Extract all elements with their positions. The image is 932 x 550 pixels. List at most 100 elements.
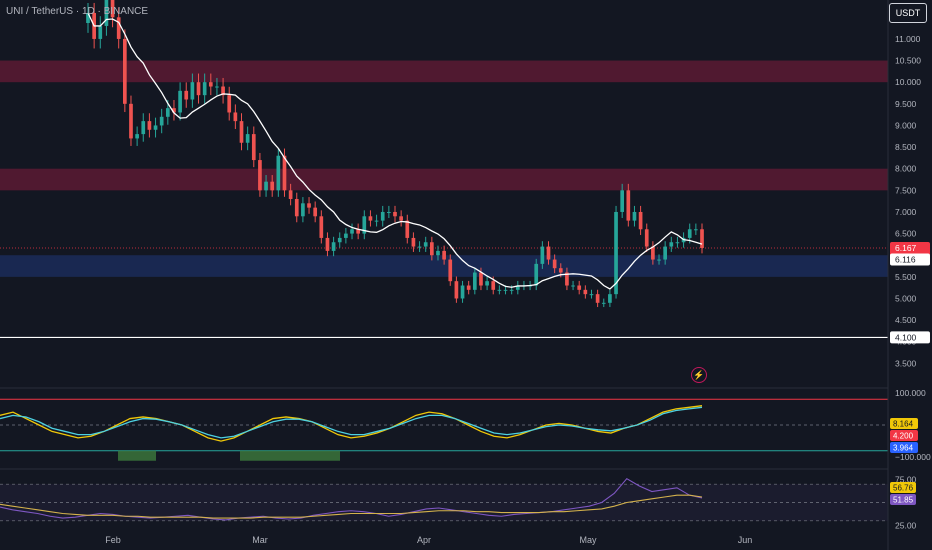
rsi-line-1 (0, 494, 703, 519)
oversold-highlight (118, 450, 156, 461)
lightning-icon[interactable]: ⚡ (691, 367, 707, 383)
candle (405, 220, 410, 238)
y-tick-label: 8.500 (895, 142, 917, 152)
candle (141, 121, 146, 135)
oscillator-line-1 (0, 406, 703, 439)
candle (374, 220, 379, 222)
candle (245, 134, 250, 143)
candle (644, 229, 649, 247)
rsi-value-badge (890, 494, 916, 505)
candle (227, 95, 232, 113)
candle (178, 90, 182, 113)
y-tick-label: 7.500 (895, 185, 917, 195)
candle (497, 289, 502, 291)
axes: 3.5004.0004.5005.0005.5006.0006.5007.000… (105, 0, 931, 550)
candle (239, 121, 244, 143)
candle (479, 272, 483, 286)
candle (331, 242, 336, 251)
zone-support (0, 255, 888, 277)
candle (387, 211, 391, 213)
candle (601, 302, 606, 304)
rsi-value-badge (890, 482, 916, 493)
candle (466, 285, 471, 290)
candle (208, 82, 213, 87)
candle (577, 285, 582, 290)
candle (687, 229, 692, 238)
y-tick-label: 5.000 (895, 293, 917, 303)
candle (301, 203, 305, 217)
candle (565, 272, 569, 286)
candle (632, 211, 637, 221)
candle (172, 108, 176, 113)
candle (485, 281, 489, 286)
candle (264, 181, 268, 191)
candle (147, 121, 152, 130)
candle (153, 125, 158, 130)
candle (626, 190, 631, 221)
y-tick-label: 3.500 (895, 358, 917, 368)
candle (503, 289, 508, 291)
candle (411, 237, 416, 247)
candle (165, 108, 170, 117)
rsi-panel[interactable] (0, 468, 888, 522)
candle (380, 211, 385, 221)
rsi-y-tick-label: 25.00 (895, 520, 917, 530)
x-tick-label: Mar (252, 535, 268, 545)
candle (700, 229, 704, 249)
candle (337, 237, 342, 243)
currency-button[interactable]: USDT (889, 3, 927, 23)
candle (657, 259, 661, 261)
candle (258, 160, 262, 191)
candle (294, 198, 299, 217)
candle (442, 250, 446, 260)
candle (116, 17, 121, 39)
y-tick-label: 11.000 (895, 34, 921, 44)
zone-resistance-upper (0, 60, 888, 83)
x-tick-label: May (579, 535, 597, 545)
level-badge (890, 331, 930, 344)
candle (313, 207, 318, 217)
y-tick-label: 10.500 (895, 56, 921, 66)
y-tick-label: 9.000 (895, 120, 917, 130)
candle (276, 155, 281, 191)
candle (368, 216, 373, 221)
symbol-legend: UNI / TetherUS · 1D · BINANCE (6, 6, 149, 17)
osc-value-label: 8.164 (893, 420, 914, 429)
osc-value-label: 4.200 (893, 432, 914, 441)
candle (448, 259, 453, 282)
candle (460, 285, 465, 299)
y-tick-label: 8.000 (895, 164, 917, 174)
candle (595, 294, 600, 303)
candle (417, 246, 422, 248)
candle (319, 216, 324, 238)
candle (221, 86, 225, 96)
oscillator-line-0 (0, 405, 703, 442)
zone-resistance-lower (0, 168, 888, 191)
candle (98, 25, 103, 39)
candle (270, 181, 275, 191)
candle (429, 242, 434, 256)
y-tick-label: 9.500 (895, 99, 917, 109)
candle (534, 263, 539, 286)
candle (159, 116, 164, 126)
candle (86, 12, 90, 24)
candle (669, 242, 674, 247)
oscillator-panel[interactable] (0, 387, 888, 461)
candle (122, 38, 127, 104)
ma-price-value: 6.116 (895, 255, 916, 265)
y-tick-label: 4.500 (895, 315, 917, 325)
rsi-value-label: 56.76 (893, 484, 914, 493)
x-tick-label: Apr (417, 535, 431, 545)
price-panel[interactable] (0, 0, 888, 339)
candle (571, 285, 575, 287)
candle (215, 86, 219, 88)
candle (129, 103, 133, 139)
candle (104, 0, 109, 26)
candle (651, 246, 655, 260)
candle (558, 268, 563, 273)
candle (638, 211, 643, 230)
candle (251, 134, 256, 161)
candle (436, 250, 440, 256)
oversold-highlight (240, 450, 340, 461)
